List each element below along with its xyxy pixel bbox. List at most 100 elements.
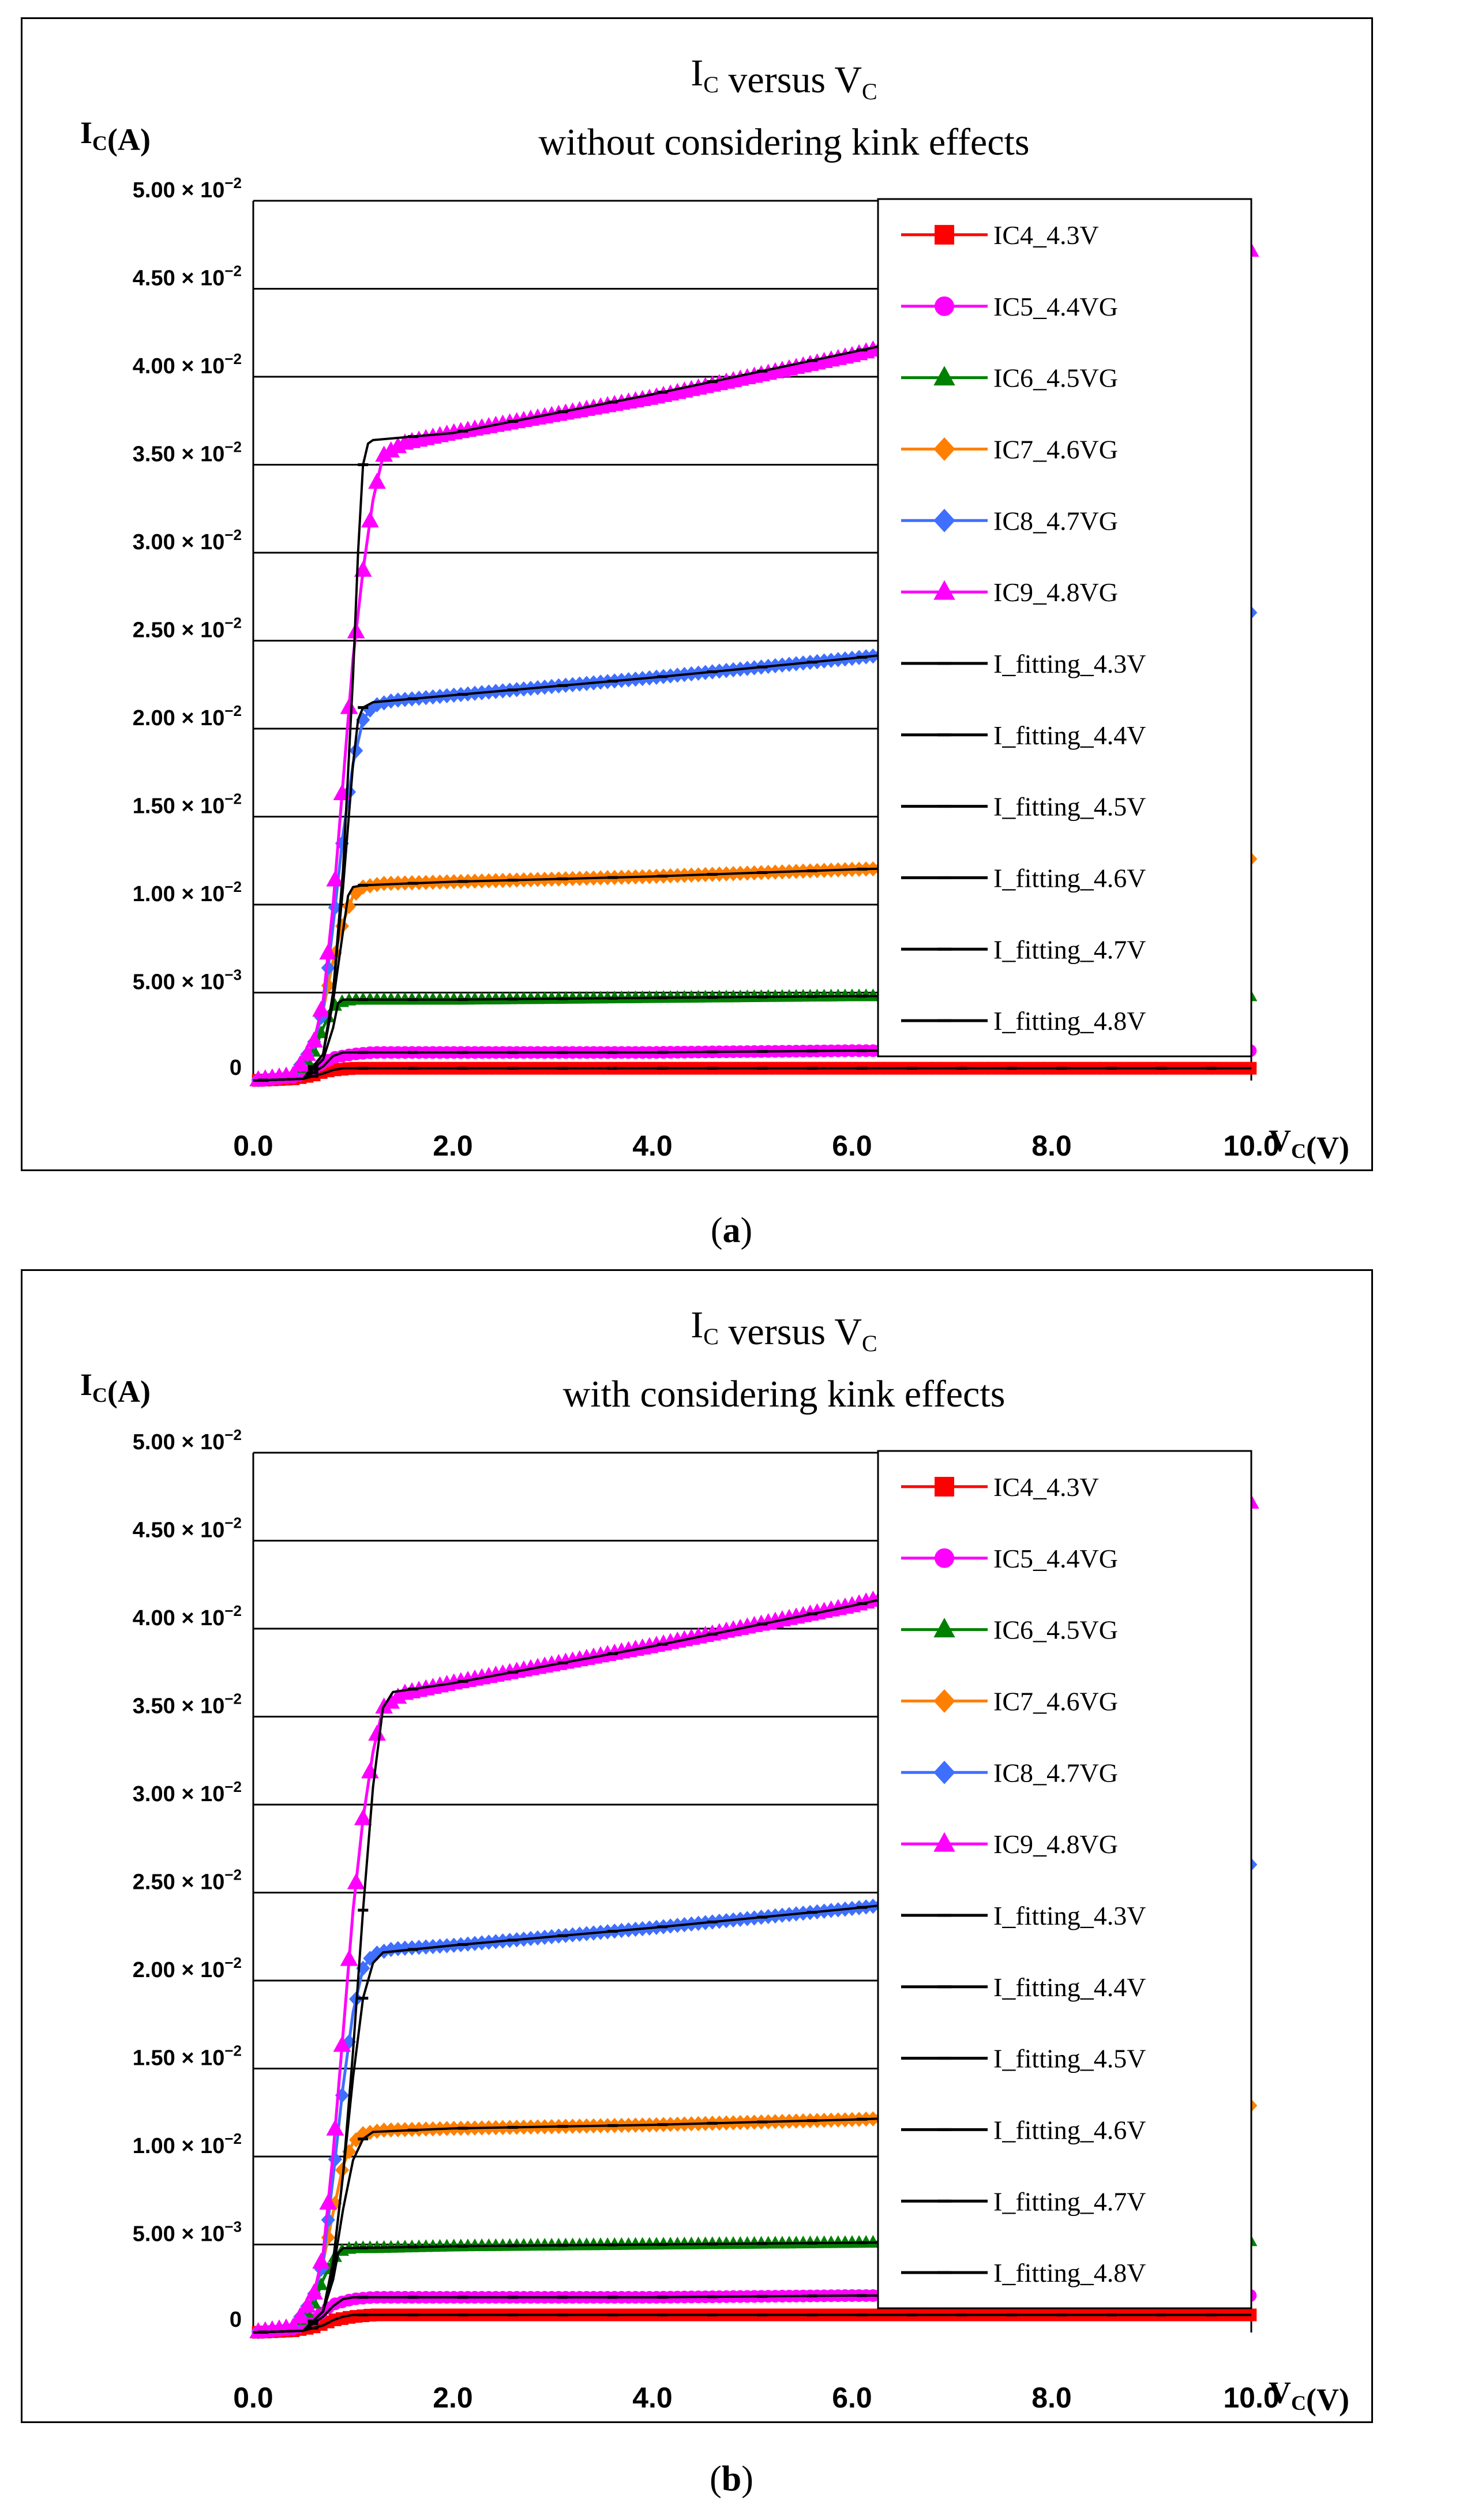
fit-point: [307, 2326, 318, 2330]
legend-item: I_fitting_4.8V: [901, 1006, 1146, 1036]
fit-point: [857, 2294, 868, 2297]
fit-point: [407, 697, 418, 700]
fit-point: [407, 435, 418, 438]
fit-point: [507, 1670, 518, 1674]
legend-item: IC6_4.5VG: [901, 363, 1118, 393]
fit-point: [358, 1067, 369, 1070]
data-point: [382, 441, 400, 457]
legend-label: I_fitting_4.3V: [993, 1901, 1146, 1930]
fit-point: [707, 2121, 718, 2125]
legend-marker: [937, 662, 951, 665]
y-tick-label: 0: [230, 2308, 242, 2332]
fit-point: [806, 995, 817, 998]
legend-marker: [937, 733, 951, 737]
fit-point: [757, 2242, 768, 2245]
fit-point: [557, 877, 568, 880]
fit-point: [906, 2313, 917, 2316]
fit-point: [806, 661, 817, 664]
legend-marker: [937, 1914, 951, 1917]
y-tick-label: 1.50 × 10−2: [133, 790, 242, 819]
chart-panel-a: IC versus VC without considering kink eff…: [21, 17, 1373, 1171]
legend-label: IC9_4.8VG: [993, 1829, 1118, 1859]
legend-label: I_fitting_4.5V: [993, 792, 1146, 822]
legend-label: I_fitting_4.4V: [993, 1972, 1146, 2002]
fit-point: [457, 1679, 468, 1683]
legend-marker: [937, 1985, 951, 1989]
fit-point: [757, 2313, 768, 2316]
data-point: [335, 2162, 350, 2178]
legend-label: I_fitting_4.7V: [993, 935, 1146, 964]
data-point: [384, 1941, 398, 1957]
fit-point: [307, 2319, 318, 2323]
fit-point: [806, 2313, 817, 2316]
fit-point: [657, 2123, 668, 2127]
legend-marker: [937, 805, 951, 808]
data-point: [375, 445, 393, 462]
series-IC4_4.3V: [252, 2308, 1257, 2339]
legend-label: I_fitting_4.6V: [993, 863, 1146, 892]
fit-point: [607, 2296, 618, 2299]
data-point: [284, 2318, 302, 2334]
fit-point: [607, 2313, 618, 2316]
fit-point: [956, 2313, 967, 2316]
fit-point: [457, 2313, 468, 2316]
fit-point: [407, 1051, 418, 1054]
fit-point: [407, 1687, 418, 1691]
fit-point: [657, 2296, 668, 2299]
data-point: [340, 697, 358, 714]
fit-point: [757, 2294, 768, 2298]
y-tick-label: 2.50 × 10−2: [133, 614, 242, 643]
fit-point: [806, 1911, 817, 1914]
y-tick-label: 1.50 × 10−2: [133, 2042, 242, 2071]
fit-point: [358, 2296, 369, 2299]
panel-caption-b: (b): [710, 2459, 753, 2499]
data-point: [326, 2119, 344, 2136]
data-point: [363, 702, 377, 718]
fit-point: [358, 1051, 369, 1054]
fit-point: [806, 2294, 817, 2298]
fit-point: [507, 997, 518, 1001]
fit-point: [507, 2296, 518, 2299]
fit-point: [1156, 1067, 1167, 1070]
fit-point: [358, 1997, 369, 2000]
y-tick-label: 5.00 × 10−3: [133, 2218, 242, 2247]
legend-marker: [937, 1019, 951, 1022]
data-point: [342, 898, 357, 914]
fit-point: [857, 1906, 868, 1909]
data-point: [368, 472, 386, 489]
fit-point: [757, 665, 768, 669]
fit-point: [557, 2244, 568, 2247]
fit-point: [457, 2127, 468, 2130]
fit-point: [307, 1074, 318, 1078]
data-point: [361, 511, 379, 528]
legend-label: IC7_4.6VG: [993, 434, 1118, 464]
data-point: [354, 560, 372, 577]
x-tick-label: 4.0: [632, 2382, 673, 2414]
x-axis-label: VC(V): [1269, 1123, 1349, 1165]
fit-point: [457, 1942, 468, 1946]
legend-marker: [937, 947, 951, 951]
fit-point: [1006, 1067, 1017, 1070]
fit-point: [407, 2313, 418, 2316]
fit-point: [757, 1067, 768, 1070]
fit-point: [457, 2296, 468, 2299]
fit-point: [358, 463, 369, 466]
y-tick-label: 3.50 × 10−2: [133, 1690, 242, 1719]
legend-marker: [933, 1618, 955, 1638]
fit-point: [1206, 1067, 1217, 1070]
data-point: [340, 1949, 358, 1966]
series-I_fitting_4.3V: [253, 1067, 1251, 1082]
fit-point: [857, 868, 868, 871]
y-tick-label: 2.00 × 10−2: [133, 1954, 242, 1982]
legend-item: IC5_4.4VG: [901, 1544, 1118, 1573]
fit-point: [757, 995, 768, 999]
fit-point: [457, 880, 468, 883]
fit-point: [407, 998, 418, 1002]
fit-point: [307, 1067, 318, 1071]
legend-item: IC4_4.3V: [901, 1472, 1099, 1502]
chart-panel-b: IC versus VC with considering kink effect…: [21, 1269, 1373, 2423]
fit-point: [358, 883, 369, 887]
fit-point: [806, 359, 817, 362]
fit-point: [806, 1049, 817, 1053]
chart-subtitle: without considering kink effects: [538, 121, 1029, 163]
